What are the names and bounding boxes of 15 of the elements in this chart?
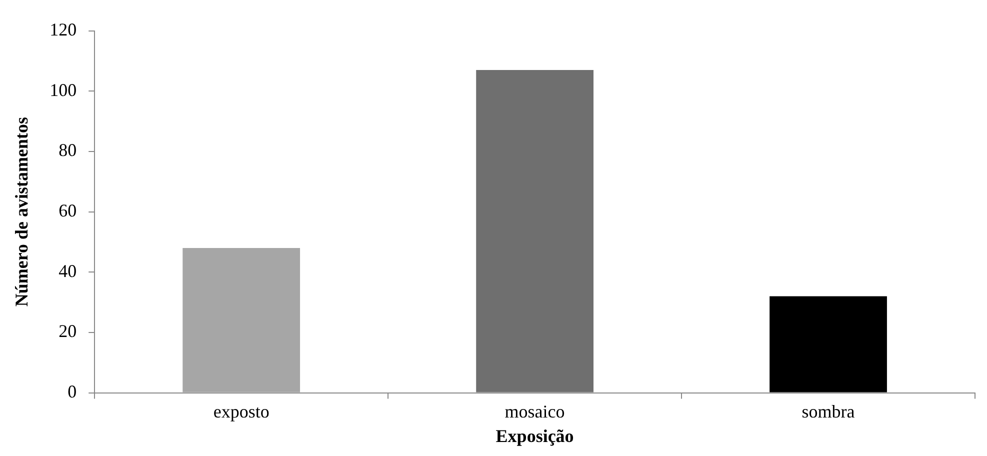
bar bbox=[770, 296, 887, 392]
y-tick-label: 100 bbox=[50, 80, 77, 100]
y-tick-label: 80 bbox=[58, 140, 77, 160]
y-tick-label: 120 bbox=[50, 20, 77, 40]
y-tick-label: 20 bbox=[58, 321, 77, 342]
bar bbox=[476, 70, 594, 392]
y-tick-label: 0 bbox=[68, 382, 77, 402]
x-tick-label: exposto bbox=[213, 401, 270, 422]
y-tick-label: 60 bbox=[58, 200, 77, 221]
x-tick-label: sombra bbox=[802, 401, 855, 422]
x-tick-label: mosaico bbox=[504, 401, 565, 422]
bar bbox=[182, 248, 300, 392]
x-axis-title: Exposição bbox=[496, 426, 574, 446]
y-tick-label: 40 bbox=[58, 260, 77, 281]
y-axis-title: Número de avistamentos bbox=[11, 116, 32, 307]
